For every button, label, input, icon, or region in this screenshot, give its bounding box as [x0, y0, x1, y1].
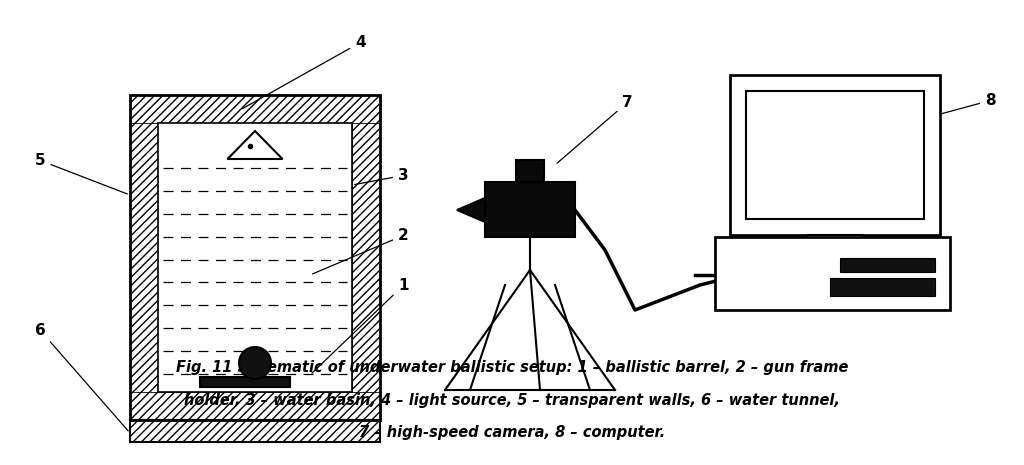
- Text: 1: 1: [312, 278, 409, 373]
- Bar: [352, 95, 380, 420]
- Text: holder, 3 – water basin, 4 – light source, 5 – transparent walls, 6 – water tunn: holder, 3 – water basin, 4 – light sourc…: [184, 393, 840, 408]
- Bar: [130, 95, 380, 420]
- Circle shape: [239, 347, 271, 379]
- Polygon shape: [227, 131, 283, 159]
- Bar: [130, 392, 380, 420]
- Text: 4: 4: [243, 35, 366, 109]
- Bar: [840, 258, 935, 272]
- Bar: [130, 95, 380, 123]
- Bar: [715, 237, 950, 310]
- Text: 3: 3: [354, 168, 409, 185]
- Text: 7 – high-speed camera, 8 – computer.: 7 – high-speed camera, 8 – computer.: [359, 425, 665, 440]
- Bar: [730, 75, 940, 235]
- Bar: [130, 420, 380, 442]
- Text: 6: 6: [35, 323, 128, 431]
- Bar: [158, 123, 352, 392]
- Text: Fig. 11 Schematic of underwater ballistic setup: 1 – ballistic barrel, 2 – gun f: Fig. 11 Schematic of underwater ballisti…: [176, 360, 848, 375]
- Bar: [516, 160, 544, 182]
- Text: 2: 2: [312, 228, 409, 274]
- Bar: [485, 182, 575, 238]
- Bar: [830, 278, 935, 296]
- Bar: [746, 91, 924, 219]
- Bar: [130, 95, 158, 420]
- Text: 8: 8: [903, 93, 995, 124]
- Bar: [808, 235, 862, 255]
- Text: 7: 7: [557, 95, 633, 163]
- Text: 5: 5: [35, 153, 127, 194]
- Polygon shape: [457, 198, 485, 222]
- Bar: [200, 377, 290, 387]
- Bar: [130, 420, 380, 442]
